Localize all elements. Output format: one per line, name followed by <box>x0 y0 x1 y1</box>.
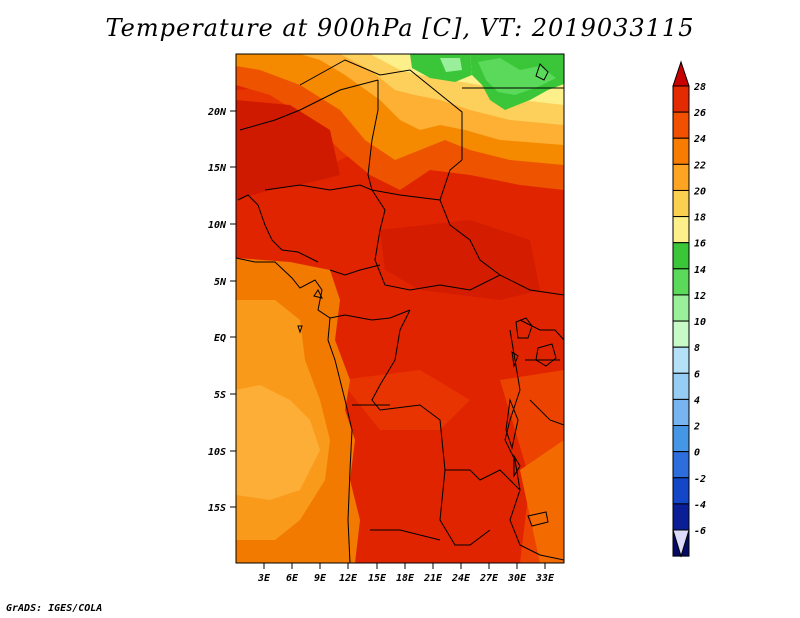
colorbar-label: 6 <box>694 369 700 380</box>
lon-label: 27E <box>479 573 499 584</box>
country-borders <box>236 59 564 563</box>
field-region <box>236 100 340 200</box>
colorbar-box <box>672 111 690 139</box>
colorbar-box <box>672 346 690 374</box>
colorbar-label: 28 <box>693 82 706 93</box>
colorbar-box <box>672 163 690 191</box>
temperature-field <box>236 54 564 563</box>
colorbar-box <box>672 216 690 244</box>
colorbar-box <box>672 242 690 270</box>
field-region <box>478 58 556 95</box>
lat-label: 5N <box>214 277 227 288</box>
colorbar-label: 2 <box>693 422 700 433</box>
lon-label: 21E <box>423 573 443 584</box>
colorbar-box <box>672 268 690 296</box>
colorbar-label: 4 <box>694 395 700 406</box>
lon-label: 15E <box>368 573 387 584</box>
lat-label: 10S <box>208 447 226 458</box>
colorbar-box <box>672 320 690 348</box>
field-region <box>520 440 564 563</box>
credit-text: GrADS: IGES/COLA <box>6 603 103 614</box>
colorbar-label: 20 <box>693 186 706 197</box>
field-region <box>380 220 540 300</box>
lon-label: 30E <box>507 573 527 584</box>
colorbar-box <box>672 294 690 322</box>
colorbar-box <box>672 425 690 453</box>
colorbar-label: 8 <box>694 343 700 354</box>
colorbar-over-triangle <box>672 60 690 87</box>
lon-label: 33E <box>535 573 555 584</box>
colorbar-label: -4 <box>694 500 706 511</box>
lat-label: 15N <box>208 163 227 174</box>
map-title: Temperature at 900hPa [C], VT: 201903311… <box>105 14 695 42</box>
colorbar-label: 16 <box>694 239 706 250</box>
lat-label: 5S <box>214 390 226 401</box>
colorbar-label: -6 <box>694 526 706 537</box>
colorbar-box <box>672 137 690 165</box>
lat-label: 10N <box>208 220 227 231</box>
map-frame <box>235 53 565 564</box>
field-region <box>440 58 462 72</box>
colorbar-box <box>672 451 690 479</box>
lat-label: 20N <box>207 107 227 118</box>
colorbar-label: -2 <box>694 474 706 485</box>
field-region <box>340 370 470 430</box>
colorbar-box <box>672 189 690 218</box>
colorbar-label: 10 <box>694 317 706 328</box>
colorbar-box <box>672 372 690 400</box>
colorbar-label: 12 <box>694 291 706 302</box>
lon-label: 9E <box>314 573 327 584</box>
colorbar-label: 26 <box>693 108 706 119</box>
lon-label: 18E <box>396 573 415 584</box>
colorbar-box <box>672 85 690 113</box>
longitude-axis: 3E 6E 9E 12E 15E 18E 21E 24E 27E 30E 33E <box>257 563 555 584</box>
colorbar-label: 18 <box>694 213 706 224</box>
lon-label: 6E <box>286 573 299 584</box>
latitude-axis: 20N 15N 10N 5N EQ 5S 10S 15S <box>207 107 236 514</box>
colorbar-box <box>672 477 690 505</box>
lat-label: EQ <box>214 333 226 344</box>
lon-label: 3E <box>257 573 271 584</box>
colorbar-label: 22 <box>693 160 706 171</box>
colorbar-label: 0 <box>694 448 700 459</box>
field-region <box>236 385 320 500</box>
colorbar-label: 14 <box>694 265 706 276</box>
colorbar-under-triangle <box>672 529 690 558</box>
lon-label: 12E <box>339 573 358 584</box>
lat-label: 15S <box>208 503 226 514</box>
colorbar-label: 24 <box>693 134 706 145</box>
colorbar-box <box>672 398 690 427</box>
colorbar-box <box>672 503 690 531</box>
lon-label: 24E <box>451 573 471 584</box>
